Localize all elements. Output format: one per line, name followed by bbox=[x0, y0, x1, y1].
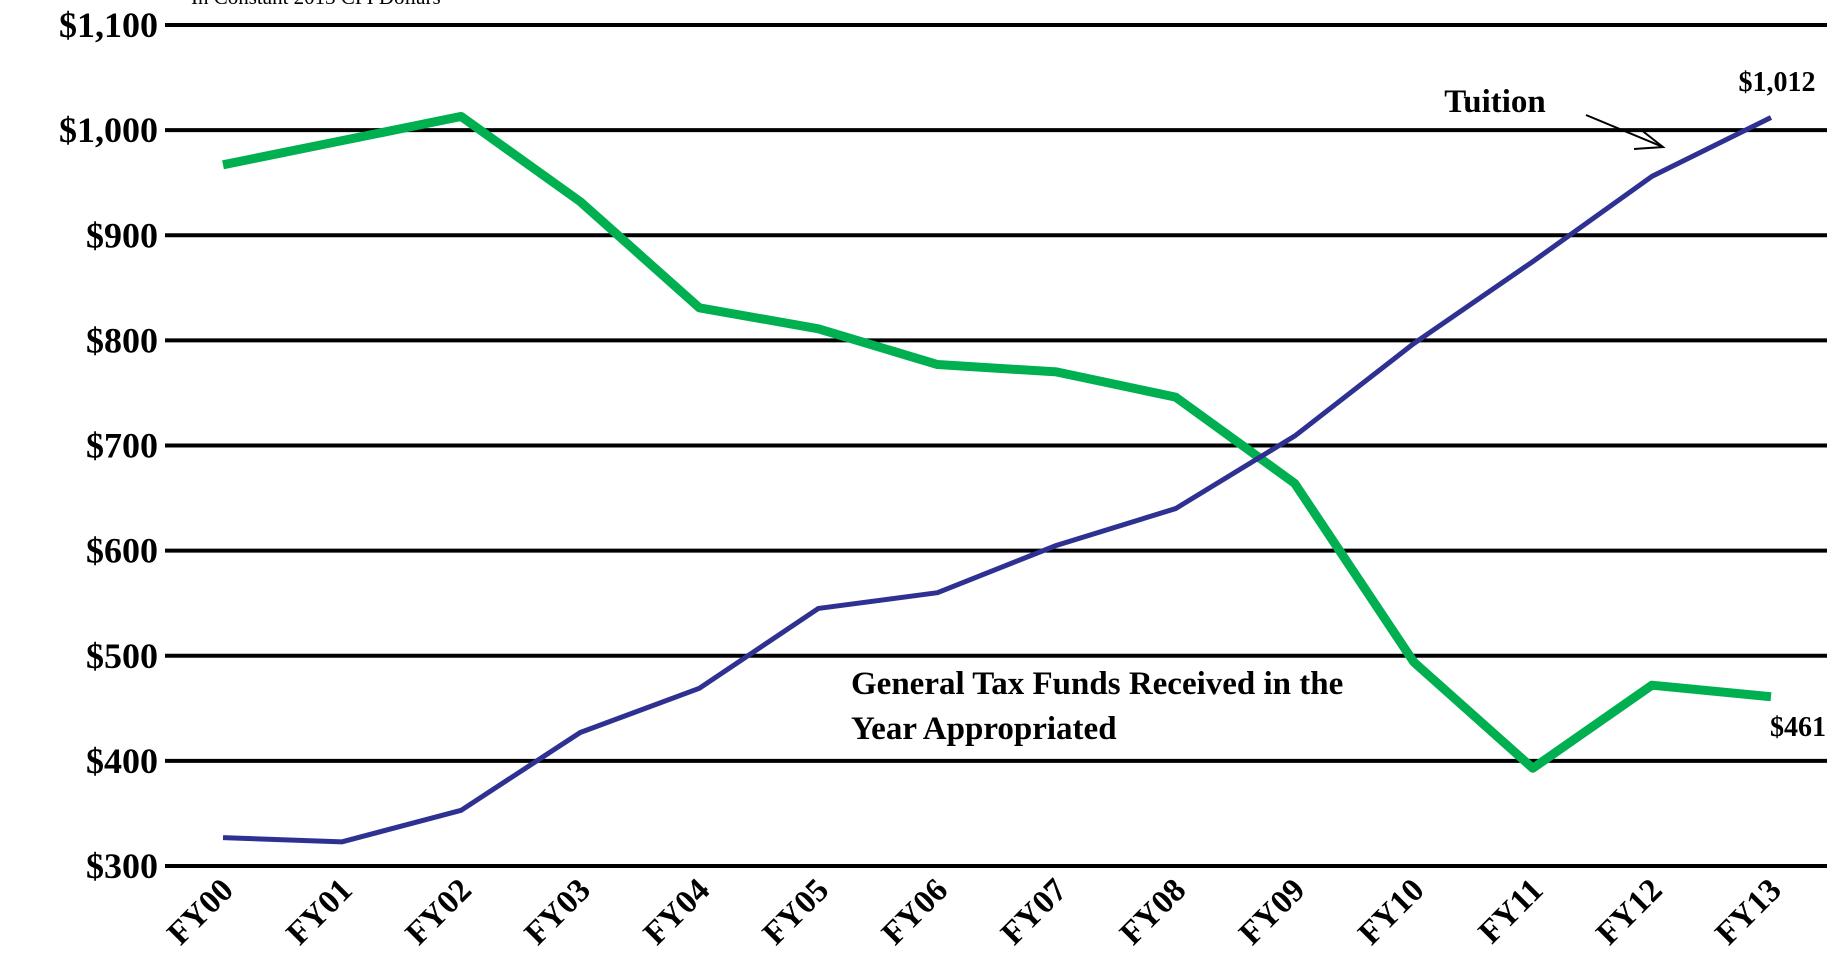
y-tick-label: $1,100 bbox=[59, 5, 158, 45]
data-label: $461 bbox=[1770, 712, 1826, 743]
x-tick-label: FY04 bbox=[637, 872, 717, 952]
x-tick-label: FY08 bbox=[1113, 872, 1193, 952]
y-tick-label: $500 bbox=[86, 636, 158, 676]
x-tick-label: FY10 bbox=[1352, 872, 1432, 952]
x-tick-label: FY09 bbox=[1232, 872, 1312, 952]
series-line bbox=[222, 111, 1772, 773]
y-tick-label: $400 bbox=[86, 741, 158, 781]
x-tick-label: FY00 bbox=[161, 872, 241, 952]
y-tick-label: $700 bbox=[86, 426, 158, 466]
x-tick-label: FY07 bbox=[994, 872, 1074, 952]
data-label: $1,012 bbox=[1739, 67, 1816, 98]
series-line bbox=[222, 115, 1773, 845]
general-tax-annotation: General Tax Funds Received in the bbox=[851, 666, 1343, 702]
x-tick-label: FY13 bbox=[1709, 872, 1789, 952]
x-tick-label: FY11 bbox=[1472, 872, 1551, 951]
y-tick-label: $900 bbox=[86, 215, 158, 255]
y-tick-label: $300 bbox=[86, 846, 158, 886]
tuition-annotation: Tuition bbox=[1444, 84, 1546, 120]
x-tick-label: FY06 bbox=[875, 872, 955, 952]
general-tax-annotation: Year Appropriated bbox=[851, 711, 1117, 747]
x-tick-label: FY03 bbox=[518, 872, 598, 952]
chart-subtitle: In Constant 2013 CPI Dollars bbox=[191, 0, 441, 9]
y-tick-label: $1,000 bbox=[59, 110, 158, 150]
x-tick-label: FY12 bbox=[1590, 872, 1670, 952]
y-tick-label: $800 bbox=[86, 320, 158, 360]
x-tick-label: FY05 bbox=[756, 872, 836, 952]
y-tick-label: $600 bbox=[86, 531, 158, 571]
x-tick-label: FY01 bbox=[280, 872, 360, 952]
x-tick-label: FY02 bbox=[399, 872, 479, 952]
